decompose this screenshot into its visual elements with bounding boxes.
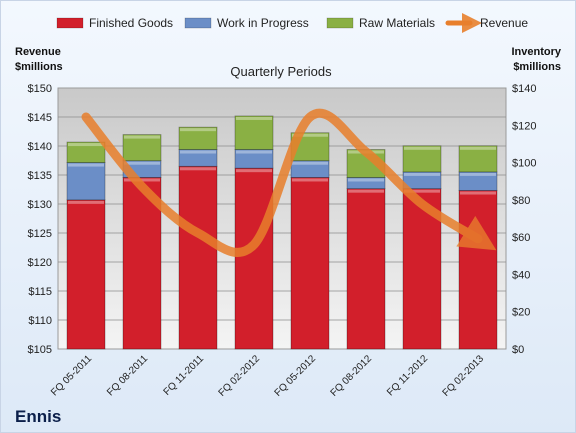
- y-left-tick-label: $110: [28, 315, 52, 327]
- x-tick-label: FQ 08-2011: [105, 353, 150, 398]
- revenue-line-layer: [81, 108, 497, 257]
- bar-highlight: [124, 135, 160, 139]
- bar-finished-goods: [290, 177, 330, 350]
- legend-label-raw-materials: Raw Materials: [359, 16, 435, 30]
- bar-raw-materials: [234, 115, 274, 150]
- bar-highlight: [348, 189, 384, 193]
- bar-highlight: [460, 191, 496, 195]
- x-tick-label: FQ 02-2013: [441, 353, 487, 399]
- y-left-title-line1: Revenue: [15, 46, 61, 58]
- bar-highlight: [236, 116, 272, 120]
- bar-highlight: [180, 150, 216, 154]
- bar-highlight: [236, 169, 272, 173]
- x-tick-label: FQ 11-2012: [385, 353, 430, 398]
- bar-raw-materials: [458, 145, 498, 173]
- y-left-tick-label: $150: [28, 83, 52, 95]
- y-right-tick-label: $20: [512, 307, 530, 319]
- bar-highlight: [124, 161, 160, 165]
- bar-finished-goods: [178, 165, 218, 350]
- bar-highlight: [404, 189, 440, 193]
- bar-highlight: [68, 200, 104, 204]
- legend-swatch-work-in-progress: [184, 17, 212, 29]
- y-right-title-line1: Inventory: [511, 46, 561, 58]
- x-tick-label: FQ 05-2011: [49, 353, 94, 398]
- y-left-tick-label: $140: [28, 141, 52, 153]
- legend-swatch-raw-materials: [326, 17, 354, 29]
- bar-highlight: [348, 178, 384, 182]
- bar-raw-materials: [178, 126, 218, 150]
- y-left-title-line2: $millions: [15, 61, 63, 73]
- bar-highlight: [68, 163, 104, 167]
- bar-finished-goods: [122, 177, 162, 350]
- x-ticks: FQ 05-2011 FQ 08-2011 FQ 11-2011 FQ 02-2012…: [49, 353, 486, 399]
- y-left-tick-label: $145: [28, 112, 52, 124]
- bar-highlight: [124, 178, 160, 182]
- bar-finished-goods: [66, 199, 106, 350]
- series-line-revenue: [81, 108, 497, 257]
- bar-finished-goods: [234, 167, 274, 350]
- x-tick-label: FQ 05-2012: [273, 353, 319, 399]
- legend-label-revenue: Revenue: [480, 16, 528, 30]
- y-left-ticks: $105 $110 $115 $120 $125 $130 $135 $140 $145 $150: [28, 83, 52, 356]
- company-name: Ennis: [15, 407, 61, 426]
- y-left-tick-label: $130: [28, 199, 52, 211]
- x-tick-label: FQ 08-2012: [329, 353, 375, 399]
- bar-finished-goods: [346, 188, 386, 350]
- y-left-tick-label: $105: [28, 344, 52, 356]
- bar-raw-materials: [402, 145, 442, 173]
- bar-highlight: [292, 161, 328, 165]
- y-right-tick-label: $140: [512, 83, 536, 95]
- bar-highlight: [68, 143, 104, 147]
- y-right-tick-label: $100: [512, 158, 536, 170]
- bar-highlight: [292, 178, 328, 182]
- legend: Finished Goods Work in Progress Raw Materi…: [56, 13, 528, 33]
- chart-subtitle: Quarterly Periods: [230, 64, 332, 79]
- y-right-tick-label: $60: [512, 232, 530, 244]
- y-right-ticks: $0 $20 $40 $60 $80 $100 $120 $140: [512, 83, 536, 356]
- y-right-tick-label: $0: [512, 344, 524, 356]
- y-right-tick-label: $120: [512, 120, 536, 132]
- y-left-tick-label: $115: [28, 286, 52, 298]
- legend-label-finished-goods: Finished Goods: [89, 16, 173, 30]
- x-tick-label: FQ 11-2011: [162, 353, 207, 398]
- y-left-tick-label: $120: [28, 257, 52, 269]
- legend-swatch-finished-goods: [56, 17, 84, 29]
- bar-highlight: [404, 146, 440, 150]
- x-tick-label: FQ 02-2012: [217, 353, 263, 399]
- bar-highlight: [460, 172, 496, 176]
- bar-highlight: [460, 146, 496, 150]
- y-right-tick-label: $80: [512, 195, 530, 207]
- y-left-tick-label: $135: [28, 170, 52, 182]
- y-right-tick-label: $40: [512, 269, 530, 281]
- bars: [66, 115, 498, 350]
- bar-work-in-progress: [346, 177, 386, 190]
- bar-highlight: [292, 133, 328, 137]
- legend-label-work-in-progress: Work in Progress: [217, 16, 309, 30]
- bar-highlight: [180, 128, 216, 132]
- bar-highlight: [236, 150, 272, 154]
- bar-highlight: [404, 172, 440, 176]
- bar-highlight: [180, 167, 216, 171]
- y-left-tick-label: $125: [28, 228, 52, 240]
- bar-work-in-progress: [66, 162, 106, 201]
- bar-raw-materials: [122, 134, 162, 162]
- y-right-title-line2: $millions: [513, 61, 561, 73]
- bar-finished-goods: [458, 190, 498, 350]
- bar-raw-materials: [66, 141, 106, 163]
